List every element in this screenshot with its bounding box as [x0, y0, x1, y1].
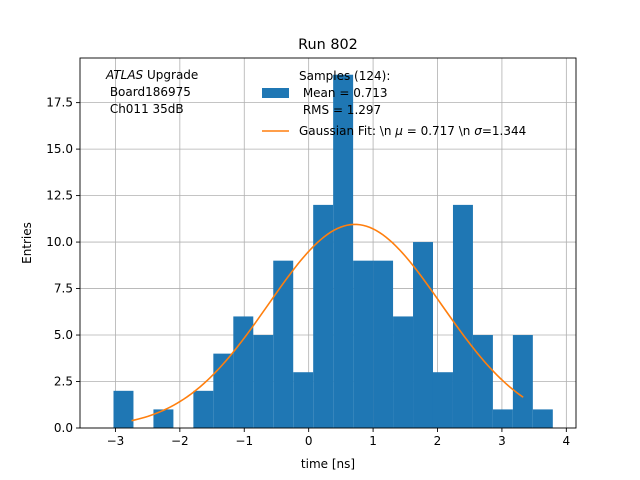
x-tick-label-0: −3 [107, 434, 125, 448]
x-tick-label-4: 1 [369, 434, 377, 448]
bar-21 [532, 409, 553, 428]
bar-19 [492, 409, 513, 428]
bar-5 [213, 353, 234, 428]
x-tick-label-2: −1 [235, 434, 253, 448]
x-tick-label-3: 0 [305, 434, 313, 448]
annotation-line-1: ATLAS Upgrade [105, 68, 198, 82]
annotation-line-2: Board186975 [106, 85, 191, 99]
legend-hist-line-3: RMS = 1.297 [299, 103, 381, 117]
legend-fit-sigma: σ [474, 124, 482, 138]
y-axis-label: Entries [20, 222, 34, 264]
x-tick-label-6: 3 [498, 434, 506, 448]
bar-13 [373, 260, 394, 428]
annotation-rest: Upgrade [143, 68, 198, 82]
y-tick-label-4: 10.0 [46, 235, 73, 249]
chart-title: Run 802 [298, 37, 358, 53]
bar-17 [452, 204, 473, 428]
bar-2 [153, 409, 174, 428]
x-axis-label: time [ns] [301, 457, 355, 471]
y-axis-ticks: 0.0 2.5 5.0 7.5 10.0 12.5 15.0 17.5 [46, 96, 80, 435]
bar-9 [293, 372, 314, 428]
bar-0 [113, 390, 134, 428]
x-tick-label-5: 2 [434, 434, 442, 448]
legend-fit-label: Gaussian Fit: \n μ = 0.717 \n σ=1.344 [299, 124, 526, 138]
bar-18 [472, 335, 493, 428]
y-tick-label-3: 7.5 [54, 282, 73, 296]
bar-12 [353, 260, 374, 428]
y-tick-label-5: 12.5 [46, 189, 73, 203]
y-tick-label-0: 0.0 [54, 421, 73, 435]
legend-fit-mu: μ [394, 124, 403, 138]
annotation-italic: ATLAS [105, 68, 144, 82]
bar-16 [432, 372, 453, 428]
y-tick-label-2: 5.0 [54, 328, 73, 342]
atlas-annotation: ATLAS Upgrade Board186975 Ch011 35dB [105, 68, 198, 116]
x-tick-label-7: 4 [563, 434, 571, 448]
legend-hist-swatch [262, 88, 289, 98]
bar-11 [333, 74, 354, 428]
bar-8 [273, 260, 294, 428]
legend-hist-line-2: Mean = 0.713 [299, 86, 388, 100]
plot-area-frame [79, 57, 577, 429]
y-tick-label-7: 17.5 [46, 96, 73, 110]
legend-hist-line-1: Samples (124): [299, 69, 390, 83]
bar-14 [393, 316, 414, 428]
bar-6 [233, 316, 254, 428]
x-axis-ticks: −3 −2 −1 0 1 2 3 4 [107, 428, 571, 448]
bar-7 [253, 335, 274, 428]
legend-fit-part-3: =1.344 [482, 124, 526, 138]
annotation-line-3: Ch011 35dB [106, 102, 184, 116]
legend-fit-part-1: Gaussian Fit: \n [299, 124, 395, 138]
bar-10 [313, 204, 334, 428]
histogram-bars [113, 74, 553, 428]
fit-line [131, 223, 524, 422]
bar-4 [193, 390, 214, 428]
gaussian-fit [131, 223, 524, 422]
y-tick-label-6: 15.0 [46, 142, 73, 156]
legend-fit-part-2: = 0.717 \n [403, 124, 474, 138]
bar-20 [512, 335, 533, 428]
y-tick-label-1: 2.5 [54, 375, 73, 389]
x-tick-label-1: −2 [171, 434, 189, 448]
bar-15 [413, 242, 433, 428]
legend: Samples (124): Mean = 0.713 RMS = 1.297 … [262, 69, 526, 138]
